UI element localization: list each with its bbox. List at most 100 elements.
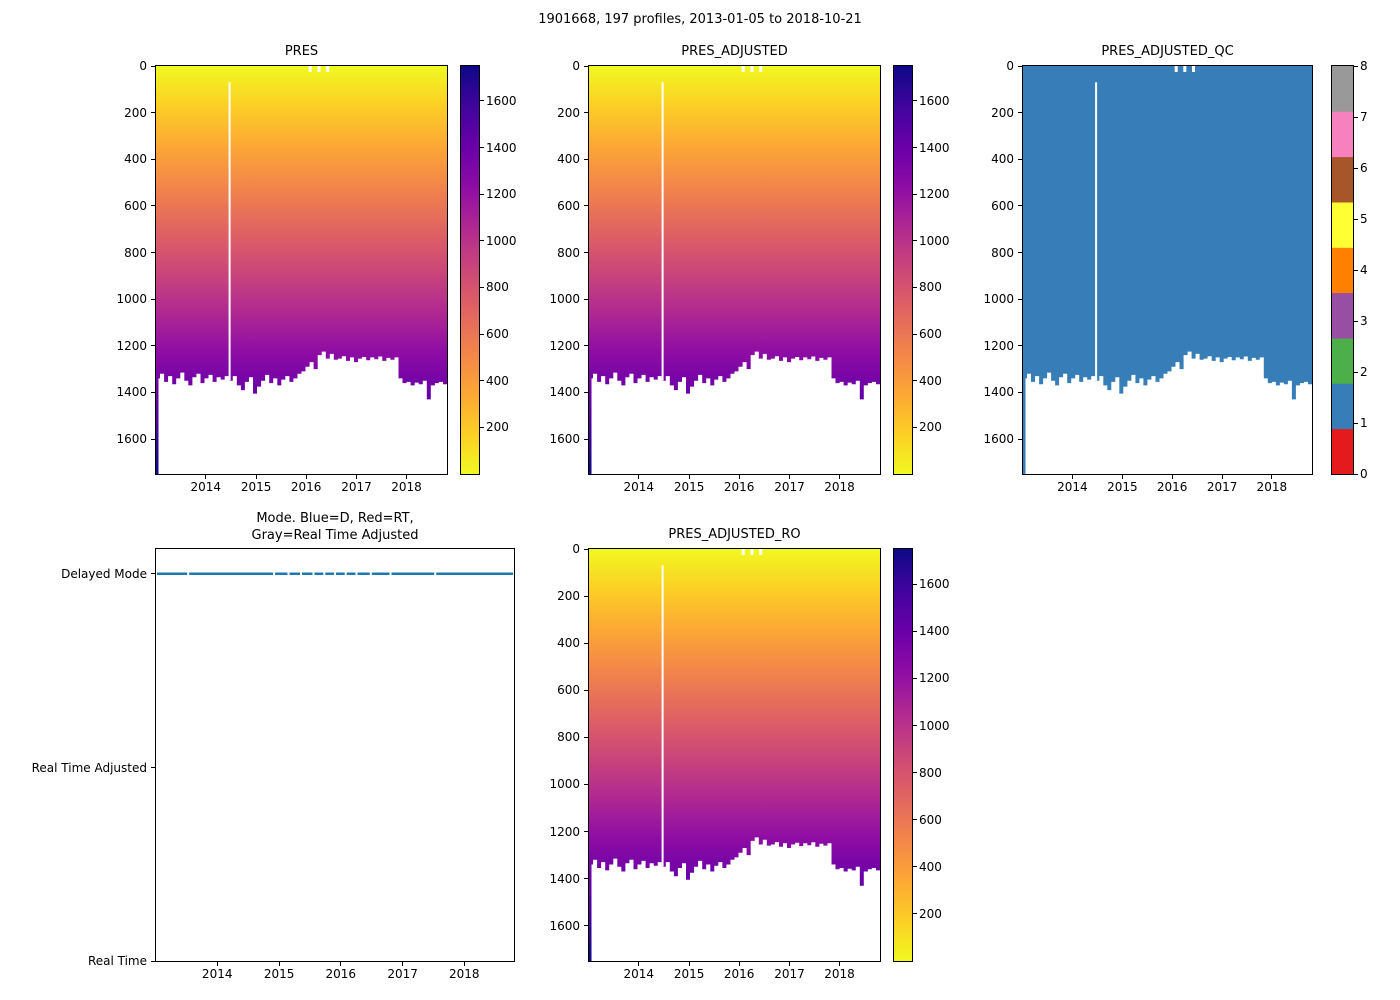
mode-line-gap [287, 571, 290, 576]
x-tick-label: 2018 [824, 480, 855, 494]
x-tick-label: 2018 [448, 967, 480, 981]
tick-mark [584, 878, 588, 880]
colorbar-tick-label: 200 [919, 420, 942, 435]
tick-mark [913, 286, 917, 288]
first-profile-column [589, 66, 592, 474]
tick-mark [1221, 475, 1223, 479]
colorbar-tick-label: 4 [1360, 263, 1368, 277]
tick-mark [151, 252, 155, 253]
tick-mark [913, 583, 917, 585]
mode-line-gap [389, 571, 392, 576]
mode-line-gap [273, 571, 276, 576]
colorbar-tick-label: 400 [919, 373, 942, 388]
colorbar-canvas [894, 549, 912, 961]
colorbar-tick-label: 800 [919, 765, 942, 780]
colorbar-tick-label: 3 [1360, 314, 1368, 328]
colorbar-tick-label: 600 [486, 327, 509, 342]
y-tick-label: 800 [124, 245, 147, 260]
tick-mark [402, 962, 404, 966]
surface-gap [326, 66, 330, 72]
mode-category-label: Delayed Mode [61, 566, 147, 581]
qc-band [1332, 202, 1353, 248]
pres-adjusted-colorbar: 200 400 600 800 1000 1200 1400 1600 [893, 65, 950, 475]
surface-gap [750, 549, 754, 555]
y-tick-label: 0 [572, 59, 580, 73]
qc-colorbar: 0 1 2 3 4 5 6 7 8 [1331, 60, 1368, 480]
profile-gap [661, 82, 664, 381]
tick-mark [584, 298, 588, 300]
tick-mark [1018, 391, 1022, 393]
tick-mark [584, 65, 588, 67]
first-profile-column [589, 549, 592, 961]
tick-mark [584, 736, 588, 738]
x-tick-label: 2018 [824, 967, 855, 981]
y-tick-label: 1000 [116, 292, 147, 307]
qc-band [1332, 247, 1353, 294]
y-tick-label: 400 [124, 152, 147, 167]
colorbar-tick-label: 1 [1360, 416, 1368, 430]
tick-mark [1354, 269, 1358, 271]
tick-mark [913, 147, 917, 149]
colorbar-tick-label: 1000 [919, 233, 950, 248]
tick-mark [1354, 320, 1358, 322]
qc-band [1332, 292, 1353, 339]
data-fill [1023, 66, 1312, 400]
y-tick-label: 1000 [549, 292, 580, 307]
tick-mark [1171, 475, 1173, 479]
mode-line-gap [369, 571, 372, 576]
y-tick-label: 0 [139, 59, 147, 73]
y-tick-label: 400 [557, 636, 580, 651]
x-tick-label: 2016 [1156, 480, 1188, 494]
x-tick-label: 2016 [290, 480, 322, 494]
colorbar-tick-label: 5 [1360, 212, 1368, 226]
colorbar-tick-label: 600 [919, 327, 942, 342]
tick-mark [480, 426, 484, 428]
tick-mark [406, 475, 408, 479]
plot-canvas [1023, 66, 1312, 474]
mode-line-gap [434, 571, 437, 576]
surface-gap [1183, 66, 1187, 72]
surface-gap [741, 549, 745, 555]
mode-line-gap [355, 571, 358, 576]
tick-mark [1354, 422, 1358, 424]
tick-mark [480, 380, 484, 382]
tick-mark [839, 962, 841, 966]
mode-line-gap [187, 571, 190, 576]
colorbar-tick-label: 1000 [486, 233, 517, 248]
tick-mark [1354, 167, 1358, 169]
tick-mark [1018, 252, 1022, 253]
y-tick-label: 200 [124, 105, 147, 120]
x-tick-label: 2015 [673, 480, 705, 494]
tick-mark [913, 100, 917, 102]
colorbar-tick-label: 0 [1360, 467, 1368, 481]
tick-mark [738, 475, 740, 479]
pres-adjusted-qc-heatmap: PRES_ADJUSTED_QC 0 200 400 600 800 1000 1200 14… [983, 44, 1313, 493]
tick-mark [151, 391, 155, 393]
tick-mark [738, 962, 740, 966]
y-tick-label: 600 [557, 683, 580, 698]
x-tick-label: 2016 [723, 967, 755, 981]
tick-mark [151, 345, 155, 347]
tick-mark [1354, 116, 1358, 118]
qc-band [1332, 383, 1353, 430]
surface-gap [741, 66, 745, 72]
surface-gap [1192, 66, 1195, 72]
tick-mark [151, 112, 155, 114]
plot-canvas [589, 549, 880, 961]
tick-mark [584, 595, 588, 597]
qc-band [1332, 156, 1353, 203]
tick-mark [584, 925, 588, 927]
tick-mark [340, 962, 342, 966]
tick-mark [151, 438, 155, 440]
plot-canvas [589, 66, 880, 474]
y-tick-label: 1200 [983, 338, 1014, 353]
y-tick-label: 800 [557, 730, 580, 745]
tick-mark [584, 345, 588, 347]
mode-plot: Mode. Blue=D, Red=RT, Gray=Real Time Adj… [32, 511, 515, 980]
tick-mark [1354, 371, 1358, 373]
tick-mark [480, 193, 484, 195]
mode-line-gap [312, 571, 315, 576]
x-tick-label: 2017 [387, 967, 418, 981]
tick-mark [151, 573, 155, 575]
tick-mark [151, 298, 155, 300]
